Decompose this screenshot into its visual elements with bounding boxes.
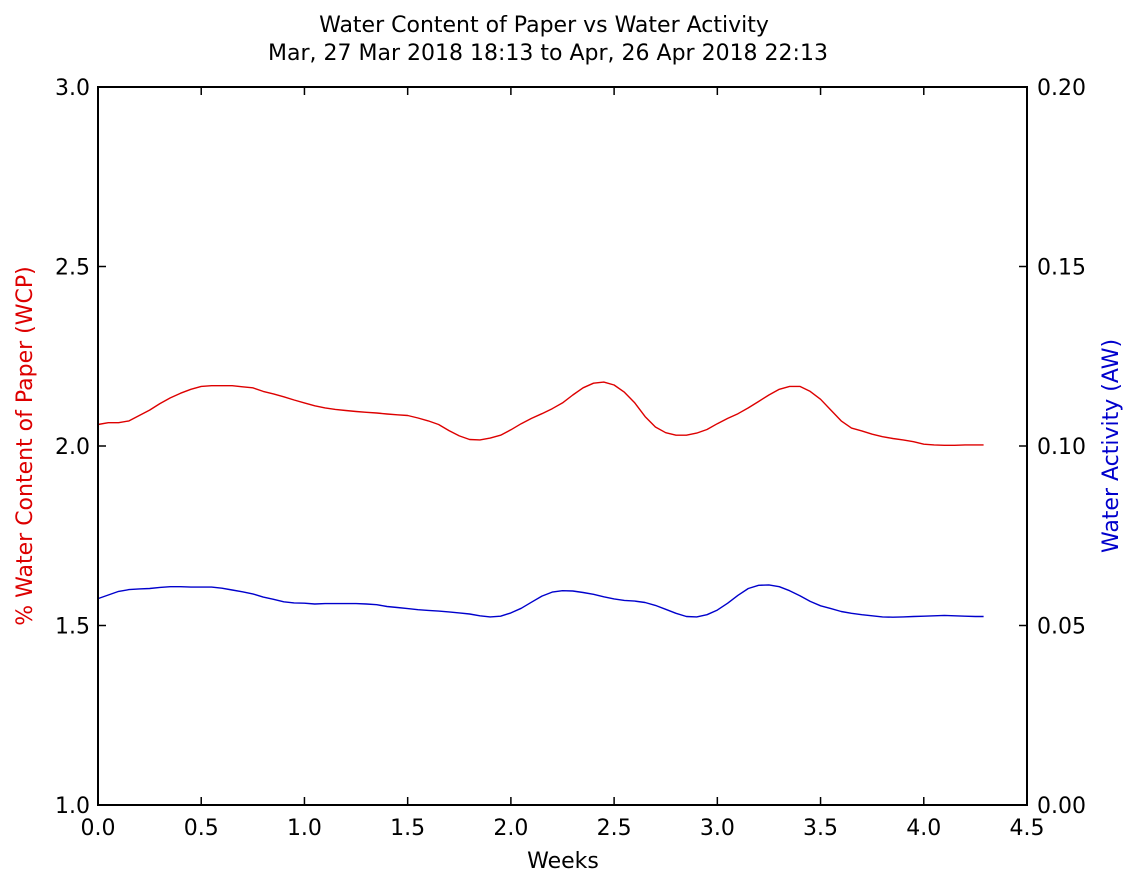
y-right-tick-label: 0.20	[1037, 76, 1086, 101]
chart-subtitle: Mar, 27 Mar 2018 18:13 to Apr, 26 Apr 20…	[268, 41, 828, 66]
x-tick-label: 4.5	[1010, 816, 1045, 841]
y-axis-left-label: % Water Content of Paper (WCP)	[13, 266, 38, 625]
aw-series-line	[97, 584, 984, 618]
x-tick-label: 0.0	[81, 816, 116, 841]
plot-frame	[97, 86, 1028, 806]
y-right-tick-label: 0.05	[1037, 615, 1086, 640]
x-tick-label: 1.0	[287, 816, 322, 841]
y-left-tick-label: 1.5	[55, 615, 90, 640]
x-tick-label: 1.5	[390, 816, 425, 841]
series-layer	[97, 381, 984, 618]
x-tick-label: 2.5	[597, 816, 632, 841]
y-left-tick-label: 3.0	[55, 76, 90, 101]
x-tick-label: 2.0	[493, 816, 528, 841]
y-axis-right-label: Water Activity (AW)	[1099, 339, 1124, 553]
ticks-layer: 0.0 0.5 1.0 1.5 2.0 2.5 3.0 3.5 4.0 4.5 1.0 1.5 2.0 2…	[55, 76, 1086, 841]
y-left-tick-label: 2.5	[55, 256, 90, 281]
wcp-series-line	[97, 381, 984, 446]
x-tick-label: 4.0	[906, 816, 941, 841]
y-right-tick-label: 0.15	[1037, 256, 1086, 281]
chart-title: Water Content of Paper vs Water Activity	[319, 13, 769, 38]
y-left-tick-label: 1.0	[55, 794, 90, 819]
x-tick-label: 0.5	[184, 816, 219, 841]
x-tick-label: 3.0	[700, 816, 735, 841]
x-tick-label: 3.5	[803, 816, 838, 841]
y-right-tick-label: 0.10	[1037, 435, 1086, 460]
x-axis-label: Weeks	[527, 849, 599, 874]
y-right-tick-label: 0.00	[1037, 794, 1086, 819]
y-left-tick-label: 2.0	[55, 435, 90, 460]
